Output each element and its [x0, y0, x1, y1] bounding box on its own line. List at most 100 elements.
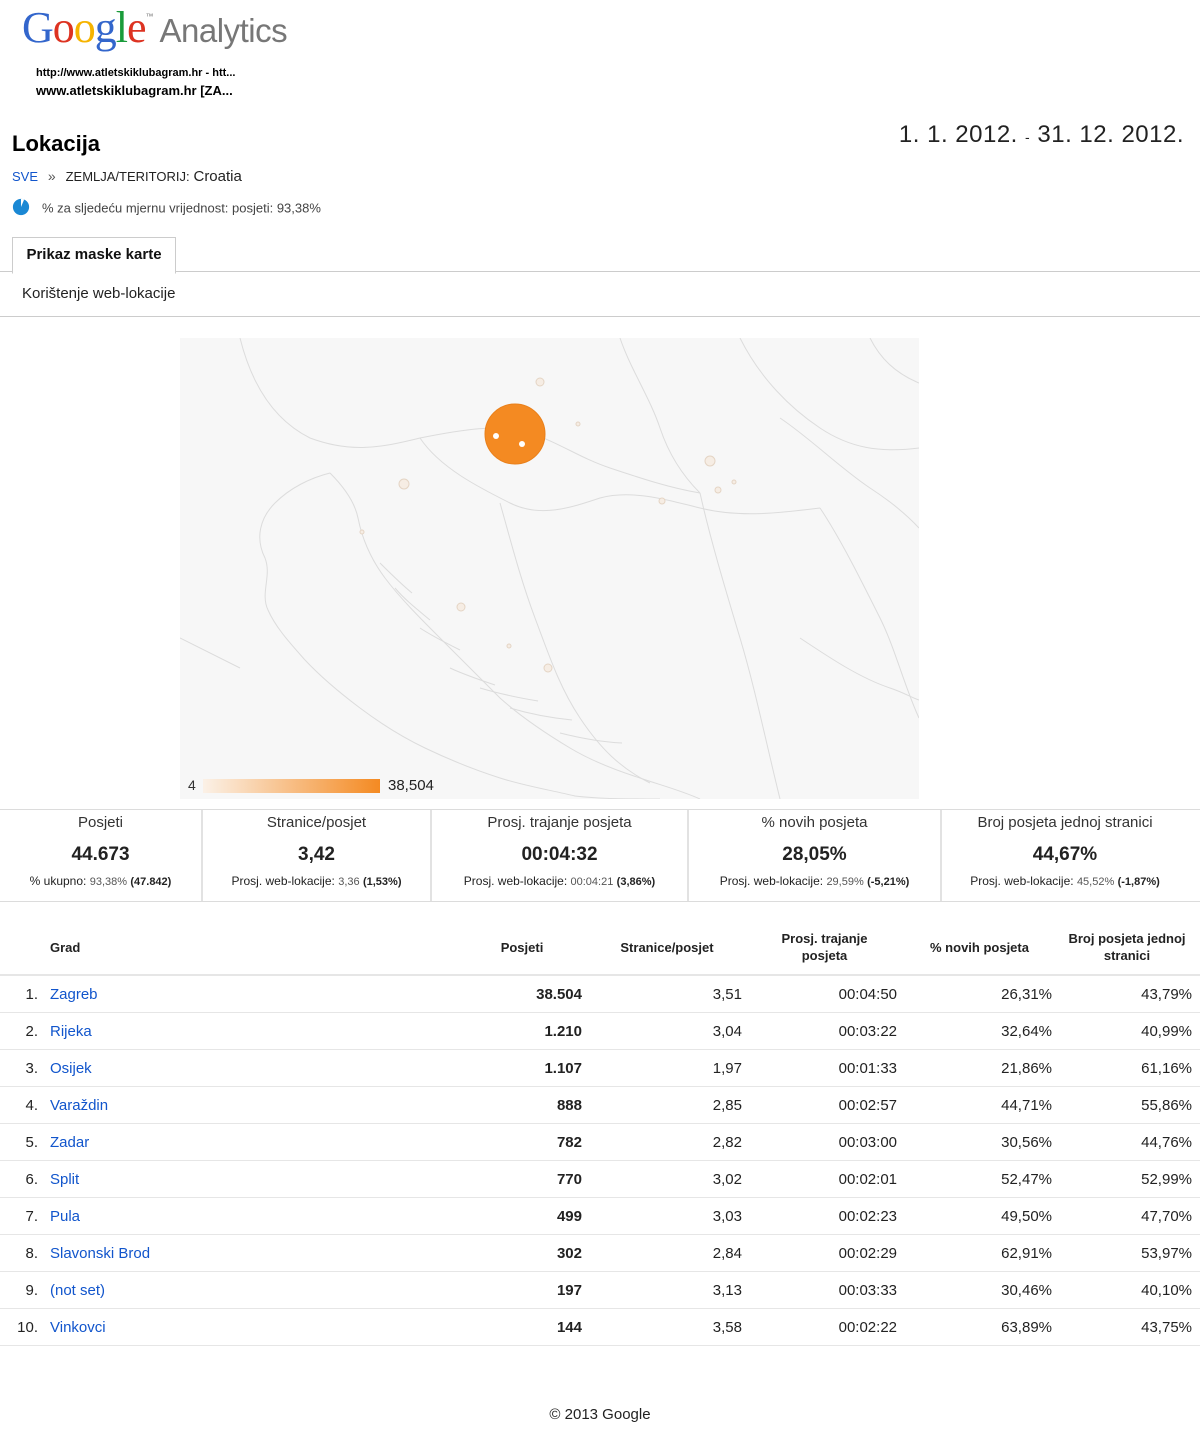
city-link[interactable]: Pula: [50, 1207, 81, 1225]
map-legend-min: 4: [188, 777, 196, 793]
scorecard-label: Broj posjeta jednoj stranici: [977, 814, 1153, 831]
avg-duration-cell: 00:04:50: [752, 975, 907, 1013]
column-header-new-visits[interactable]: % novih posjeta: [907, 920, 1062, 976]
visits-cell: 770: [462, 1160, 592, 1198]
column-header-city[interactable]: Grad: [50, 920, 462, 976]
pie-chart-icon: [12, 198, 30, 216]
scorecard-comparison: Prosj. web-lokacije: 45,52% (-1,87%): [970, 874, 1160, 888]
bounce-rate-cell: 40,10%: [1062, 1271, 1200, 1309]
percentage-summary-text: % za sljedeću mjernu vrijednost: posjeti…: [42, 200, 321, 216]
new-visits-cell: 30,56%: [907, 1123, 1062, 1161]
city-link[interactable]: (not set): [50, 1281, 106, 1299]
scorecard-label: Posjeti: [77, 814, 124, 831]
bounce-rate-cell: 40,99%: [1062, 1012, 1200, 1050]
city-link[interactable]: Split: [50, 1170, 80, 1188]
scorecard-row: Posjeti 44.673 % ukupno: 93,38% (47.842)…: [0, 809, 1200, 902]
avg-duration-cell: 00:02:23: [752, 1197, 907, 1235]
avg-duration-cell: 00:02:01: [752, 1160, 907, 1198]
city-link[interactable]: Zagreb: [50, 985, 98, 1003]
pages-per-visit-cell: 3,58: [592, 1308, 752, 1346]
avg-duration-cell: 00:02:29: [752, 1234, 907, 1272]
tab-divider: [0, 271, 1200, 272]
visits-cell: 144: [462, 1308, 592, 1346]
scorecard-value: 00:04:32: [521, 844, 598, 865]
page-title: Lokacija: [12, 131, 101, 156]
map-legend-gradient: [203, 779, 380, 793]
visits-cell: 782: [462, 1123, 592, 1161]
scorecard-value: 44,67%: [1032, 844, 1098, 865]
date-separator: -: [1025, 129, 1031, 145]
new-visits-cell: 21,86%: [907, 1049, 1062, 1087]
city-link[interactable]: Osijek: [50, 1059, 92, 1077]
date-end: 31. 12. 2012.: [1037, 121, 1184, 148]
scorecard-value: 28,05%: [782, 844, 847, 865]
row-rank: 6.: [0, 1160, 50, 1198]
pages-per-visit-cell: 1,97: [592, 1049, 752, 1087]
scorecard-bounce-rate: Broj posjeta jednoj stranici 44,67% Pros…: [942, 810, 1188, 901]
bounce-rate-cell: 55,86%: [1062, 1086, 1200, 1124]
avg-duration-cell: 00:03:22: [752, 1012, 907, 1050]
bounce-rate-cell: 47,70%: [1062, 1197, 1200, 1235]
scorecard-comparison: Prosj. web-lokacije: 3,36 (1,53%): [231, 874, 402, 888]
new-visits-cell: 44,71%: [907, 1086, 1062, 1124]
breadcrumb: SVE » ZEMLJA/TERITORIJ: Croatia: [12, 168, 242, 185]
city-table: Grad Posjeti Stranice/posjet Prosj. traj…: [0, 920, 1200, 1346]
scorecard-label: Stranice/posjet: [266, 814, 367, 831]
avg-duration-cell: 00:03:33: [752, 1271, 907, 1309]
footer-copyright: © 2013 Google: [549, 1406, 651, 1423]
date-range[interactable]: 1. 1. 2012. - 31. 12. 2012.: [899, 121, 1184, 149]
new-visits-cell: 30,46%: [907, 1271, 1062, 1309]
table-row: 10. Vinkovci 144 3,58 00:02:22 63,89% 43,75%: [0, 1308, 1200, 1346]
table-row: 8. Slavonski Brod 302 2,84 00:02:29 62,91% 53,…: [0, 1234, 1200, 1272]
scorecard-comparison: Prosj. web-lokacije: 00:04:21 (3,86%): [463, 874, 656, 888]
subtab-divider: [0, 316, 1200, 317]
new-visits-cell: 32,64%: [907, 1012, 1062, 1050]
visits-cell: 197: [462, 1271, 592, 1309]
column-header-avg-duration[interactable]: Prosj. trajanje posjeta: [752, 920, 907, 976]
logo-google: Google: [22, 3, 147, 52]
table-header-row: Grad Posjeti Stranice/posjet Prosj. traj…: [0, 920, 1200, 976]
visits-cell: 888: [462, 1086, 592, 1124]
city-link[interactable]: Zadar: [50, 1133, 90, 1151]
pages-per-visit-cell: 3,02: [592, 1160, 752, 1198]
row-rank: 9.: [0, 1271, 50, 1309]
pages-per-visit-cell: 3,04: [592, 1012, 752, 1050]
scorecard-label: % novih posjeta: [761, 814, 868, 831]
visits-cell: 302: [462, 1234, 592, 1272]
scorecard-avg-duration: Prosj. trajanje posjeta 00:04:32 Prosj. …: [432, 810, 689, 901]
column-header-bounce-rate[interactable]: Broj posjeta jednoj stranici: [1062, 920, 1200, 976]
bounce-rate-cell: 43,75%: [1062, 1308, 1200, 1346]
breadcrumb-root-link[interactable]: SVE: [12, 169, 39, 184]
pages-per-visit-cell: 2,82: [592, 1123, 752, 1161]
column-header-visits[interactable]: Posjeti: [462, 920, 592, 976]
zagreb-bubble: [484, 403, 546, 465]
tab-map-overlay[interactable]: Prikaz maske karte: [12, 237, 176, 274]
breadcrumb-dimension: ZEMLJA/TERITORIJ:: [65, 169, 190, 184]
table-row: 6. Split 770 3,02 00:02:01 52,47% 52,99%: [0, 1160, 1200, 1198]
avg-duration-cell: 00:02:57: [752, 1086, 907, 1124]
table-row: 5. Zadar 782 2,82 00:03:00 30,56% 44,76%: [0, 1123, 1200, 1161]
breadcrumb-value: Croatia: [193, 168, 242, 185]
profile-name: www.atletskiklubagram.hr [ZA...: [36, 83, 233, 98]
geo-map[interactable]: [180, 338, 919, 799]
bounce-rate-cell: 43,79%: [1062, 975, 1200, 1013]
google-analytics-logo[interactable]: Google™ Analytics: [22, 3, 288, 52]
city-link[interactable]: Slavonski Brod: [50, 1244, 151, 1262]
city-link[interactable]: Rijeka: [50, 1022, 92, 1040]
geo-map-canvas: [180, 338, 919, 799]
subtab-site-usage[interactable]: Korištenje web-lokacije: [22, 285, 176, 302]
city-link[interactable]: Varaždin: [50, 1096, 109, 1114]
pages-per-visit-cell: 2,84: [592, 1234, 752, 1272]
date-start: 1. 1. 2012.: [898, 121, 1018, 148]
column-header-pages-per-visit[interactable]: Stranice/posjet: [592, 920, 752, 976]
new-visits-cell: 62,91%: [907, 1234, 1062, 1272]
scorecard-comparison: Prosj. web-lokacije: 29,59% (-5,21%): [719, 874, 910, 888]
city-link[interactable]: Vinkovci: [50, 1318, 106, 1336]
new-visits-cell: 63,89%: [907, 1308, 1062, 1346]
logo-analytics: Analytics: [159, 12, 288, 49]
new-visits-cell: 26,31%: [907, 975, 1062, 1013]
table-row: 7. Pula 499 3,03 00:02:23 49,50% 47,70%: [0, 1197, 1200, 1235]
table-row: 9. (not set) 197 3,13 00:03:33 30,46% 40,10%: [0, 1271, 1200, 1309]
breadcrumb-separator: »: [47, 168, 56, 184]
avg-duration-cell: 00:01:33: [752, 1049, 907, 1087]
